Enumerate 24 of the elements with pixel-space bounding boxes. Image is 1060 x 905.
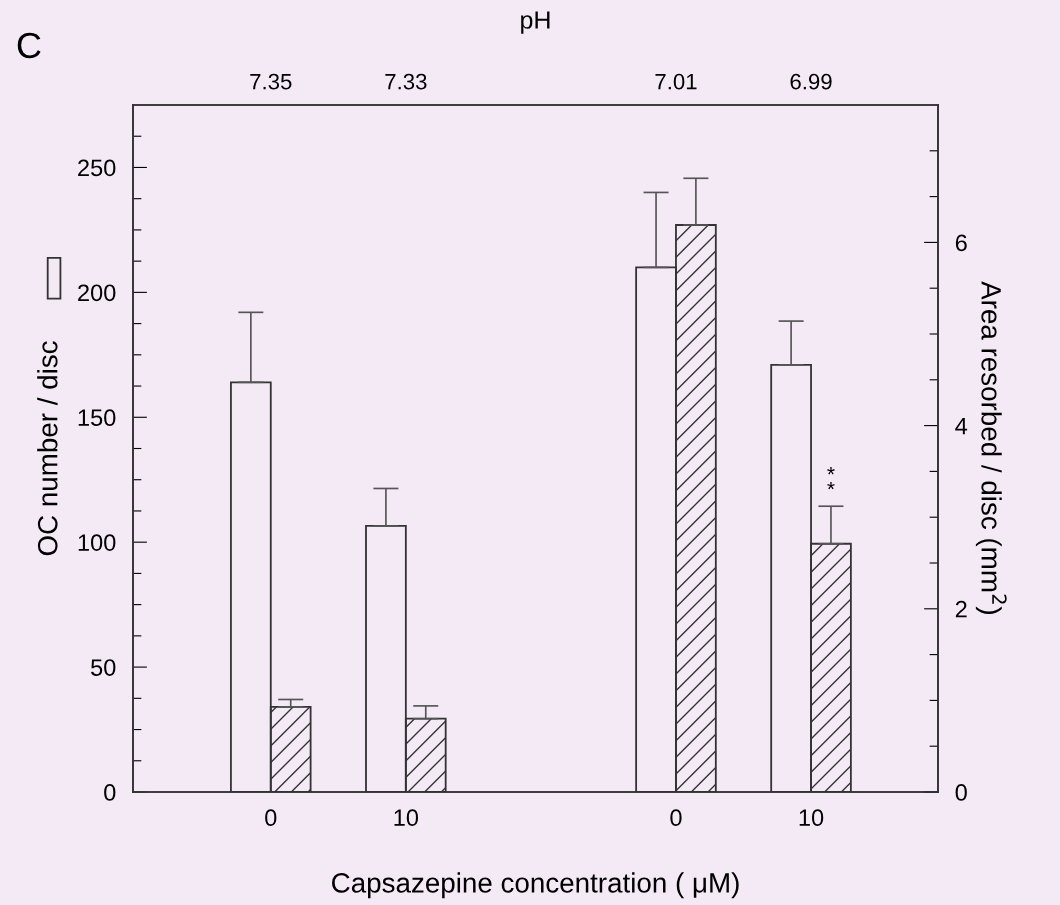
text: 7.01 bbox=[655, 73, 697, 90]
x-tick-label: 0 bbox=[265, 809, 277, 827]
x-tick-label: 10 bbox=[799, 809, 824, 827]
y-tick-label: 50 bbox=[91, 659, 116, 676]
y-tick-label: 200 bbox=[78, 284, 116, 302]
y-tick-label: 250 bbox=[78, 159, 116, 177]
text: C bbox=[17, 32, 41, 59]
text: 7.33 bbox=[385, 73, 427, 90]
y2-tick-label: 2 bbox=[955, 600, 967, 618]
y2-axis-title: Area resorbed / disc (mm$^{2}$) bbox=[975, 281, 1007, 614]
y-axis-title: OC number / disc bbox=[37, 341, 58, 556]
y2-tick-label: 4 bbox=[955, 417, 968, 435]
y2-tick-label: 6 bbox=[955, 234, 967, 252]
y-tick-label: 150 bbox=[78, 409, 116, 427]
text: 6.99 bbox=[790, 73, 832, 90]
y2-tick-label: 0 bbox=[955, 784, 967, 801]
y-tick-label: 0 bbox=[104, 784, 116, 801]
annotation: * * bbox=[827, 467, 835, 490]
y-tick-label: 100 bbox=[78, 534, 116, 551]
x-tick-label: 10 bbox=[394, 809, 419, 827]
text: 7.35 bbox=[250, 73, 292, 90]
x-axis-title: Capsazepine concentration ( μM) bbox=[332, 872, 739, 899]
chart-title: pH bbox=[521, 11, 550, 34]
x-tick-label: 0 bbox=[670, 809, 682, 827]
